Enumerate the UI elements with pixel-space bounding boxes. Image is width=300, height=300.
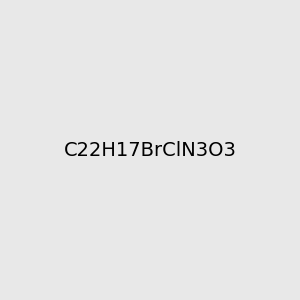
Text: C22H17BrClN3O3: C22H17BrClN3O3: [64, 140, 236, 160]
